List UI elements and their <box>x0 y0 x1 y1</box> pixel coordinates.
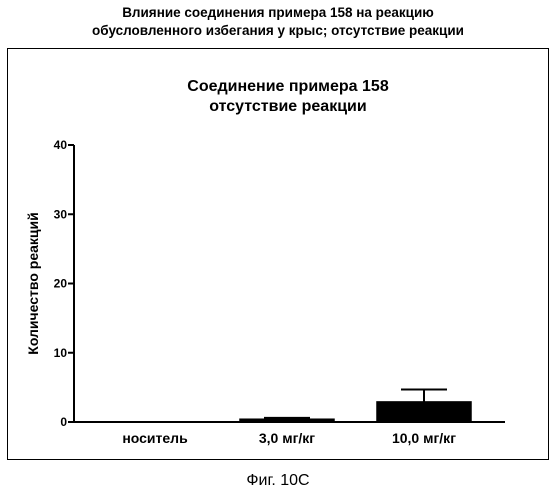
bar-2 <box>240 419 334 422</box>
chart-title-line-1: Соединение примера 158 <box>187 78 389 95</box>
x-tick-label-2: 3,0 мг/кг <box>259 430 315 446</box>
y-tick-label: 20 <box>54 277 68 291</box>
y-tick-label: 0 <box>60 415 67 429</box>
figure-caption: Фиг. 10С <box>0 472 556 490</box>
y-tick-label: 10 <box>54 346 68 360</box>
x-tick-label-3: 10,0 мг/кг <box>392 430 456 446</box>
chart-title-line-2: отсутствие реакции <box>209 98 366 115</box>
bar-3 <box>377 402 471 422</box>
y-axis-title: Количество реакций <box>25 212 41 354</box>
x-tick-label-1: носитель <box>122 430 188 446</box>
y-tick-label: 30 <box>54 207 68 221</box>
y-tick-label: 40 <box>54 138 68 152</box>
